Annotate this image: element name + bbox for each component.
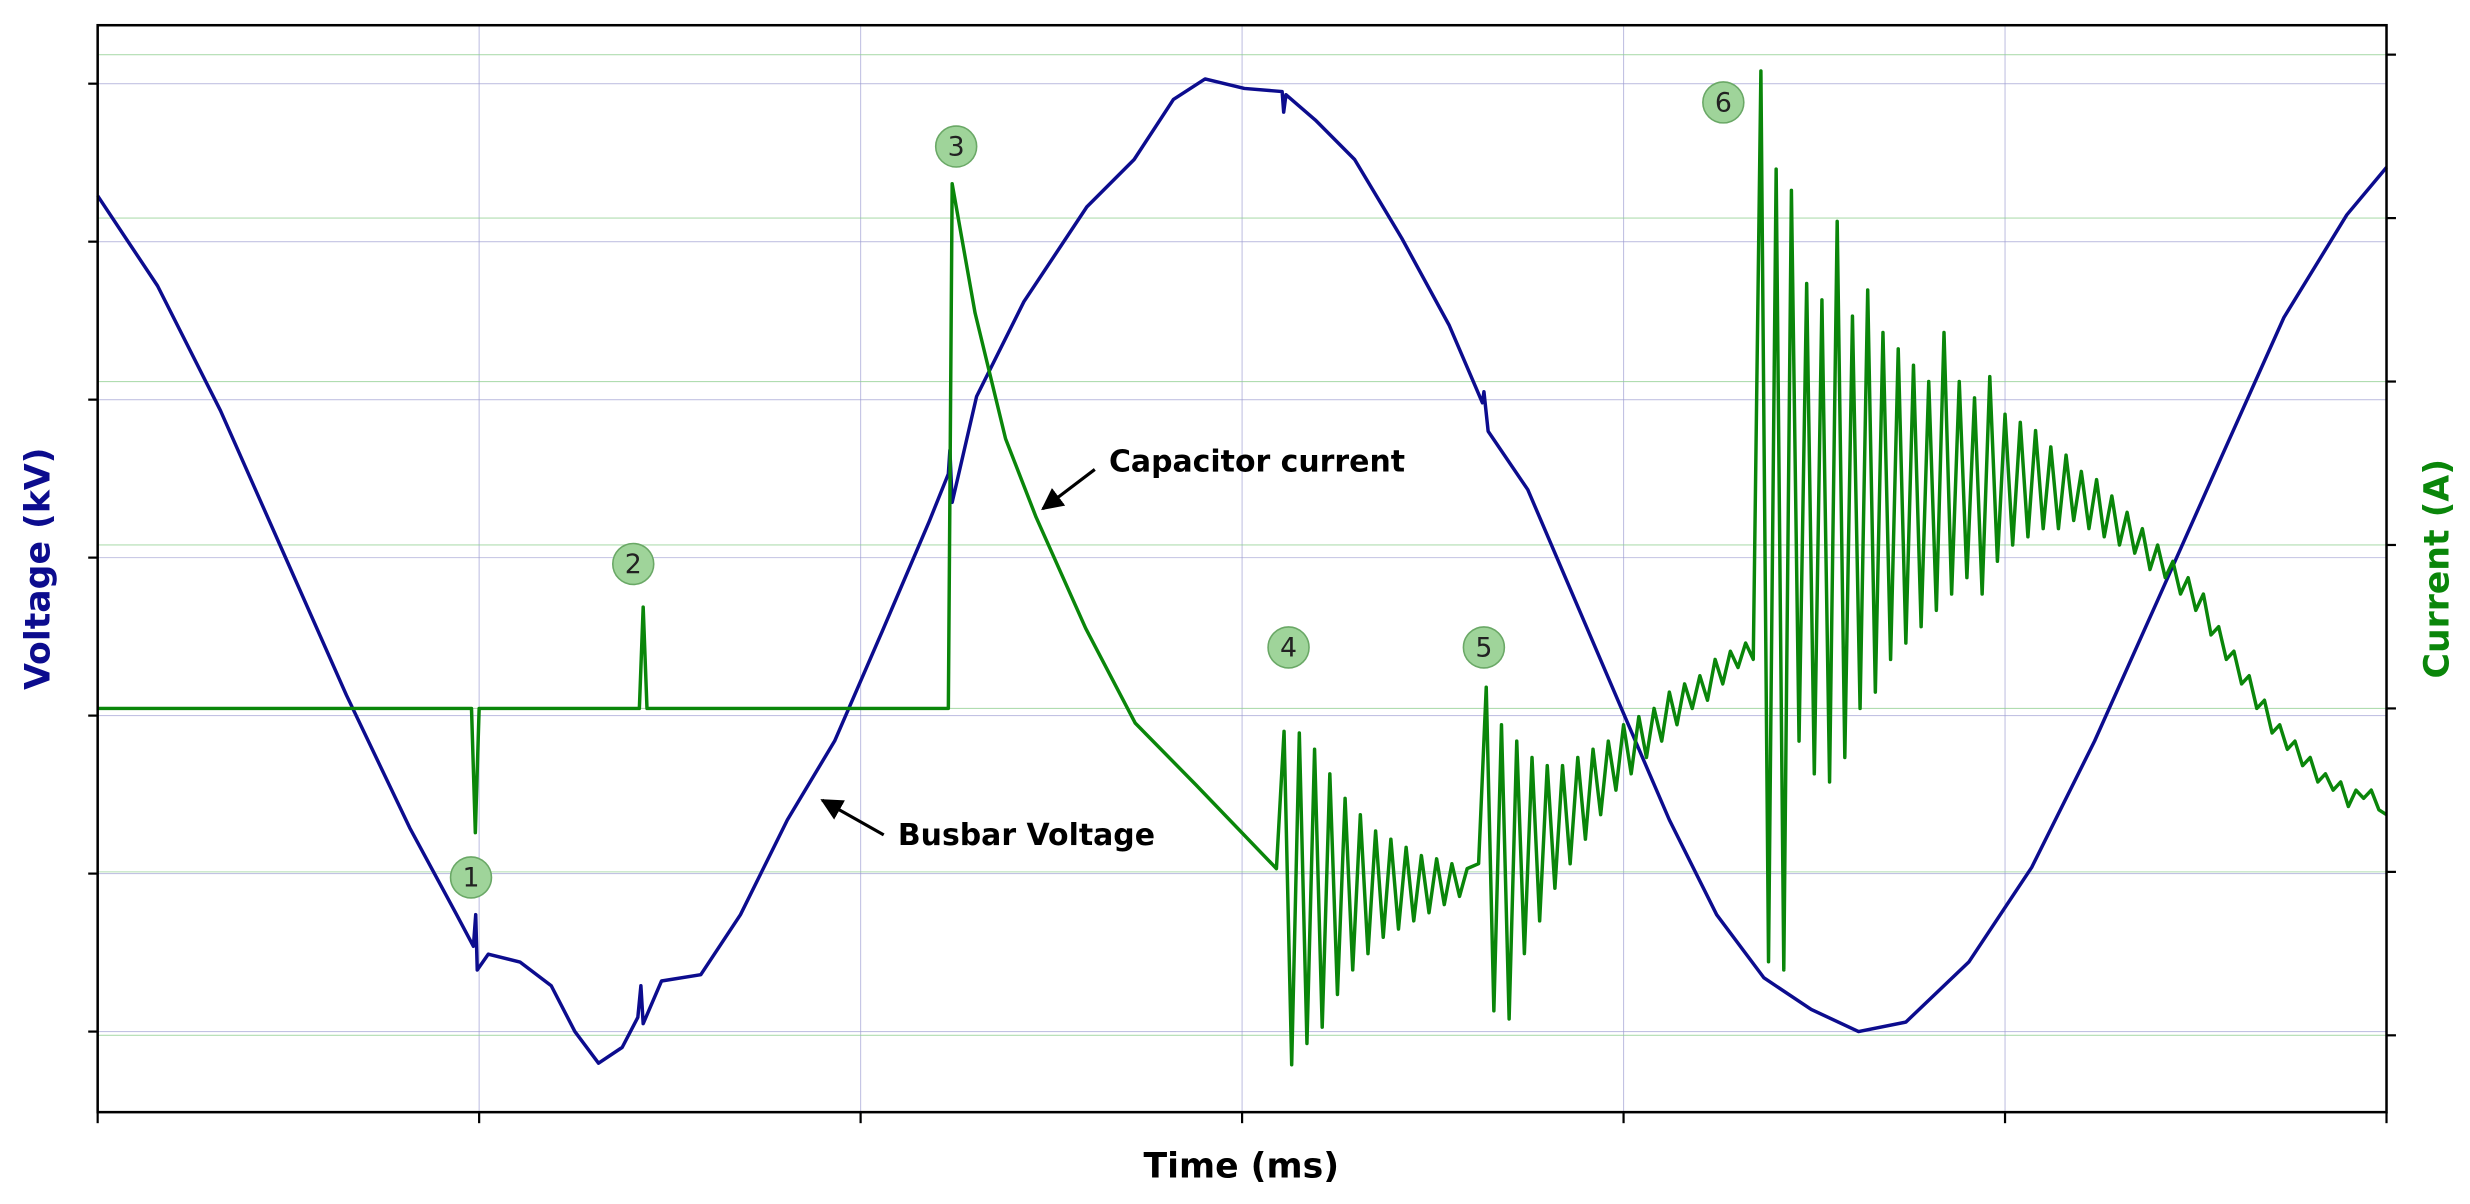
- event-markers: 1 2 3 4 5 6: [449, 81, 1745, 899]
- event-marker: [1702, 81, 1745, 124]
- event-marker-label: 6: [1715, 87, 1732, 118]
- event-marker: [611, 542, 655, 586]
- plot-lines: [96, 69, 2388, 1067]
- series-line: [97, 69, 2388, 1067]
- event-marker-label: 2: [625, 549, 642, 580]
- annotation-arrow: [820, 798, 885, 837]
- grid: [97, 25, 2388, 1113]
- x-axis-label: Time (ms): [1144, 1146, 1340, 1186]
- ticks: [88, 53, 2396, 1124]
- y-axis-label: Voltage (kV): [18, 447, 58, 689]
- event-marker: [934, 125, 978, 168]
- annotation-arrow: [1041, 468, 1096, 511]
- series-annotation: Busbar Voltage: [898, 818, 1155, 853]
- event-marker-label: 1: [462, 863, 479, 894]
- event-marker-label: 4: [1280, 633, 1297, 664]
- event-marker: [449, 856, 493, 899]
- event-marker-label: 5: [1475, 633, 1492, 664]
- y2-axis-label: Current (A): [2417, 459, 2457, 679]
- series-line: [96, 77, 2388, 1065]
- event-marker-label: 3: [948, 132, 965, 163]
- event-marker: [1267, 626, 1310, 669]
- series-annotation: Capacitor current: [1109, 445, 1405, 480]
- event-marker: [1462, 626, 1506, 669]
